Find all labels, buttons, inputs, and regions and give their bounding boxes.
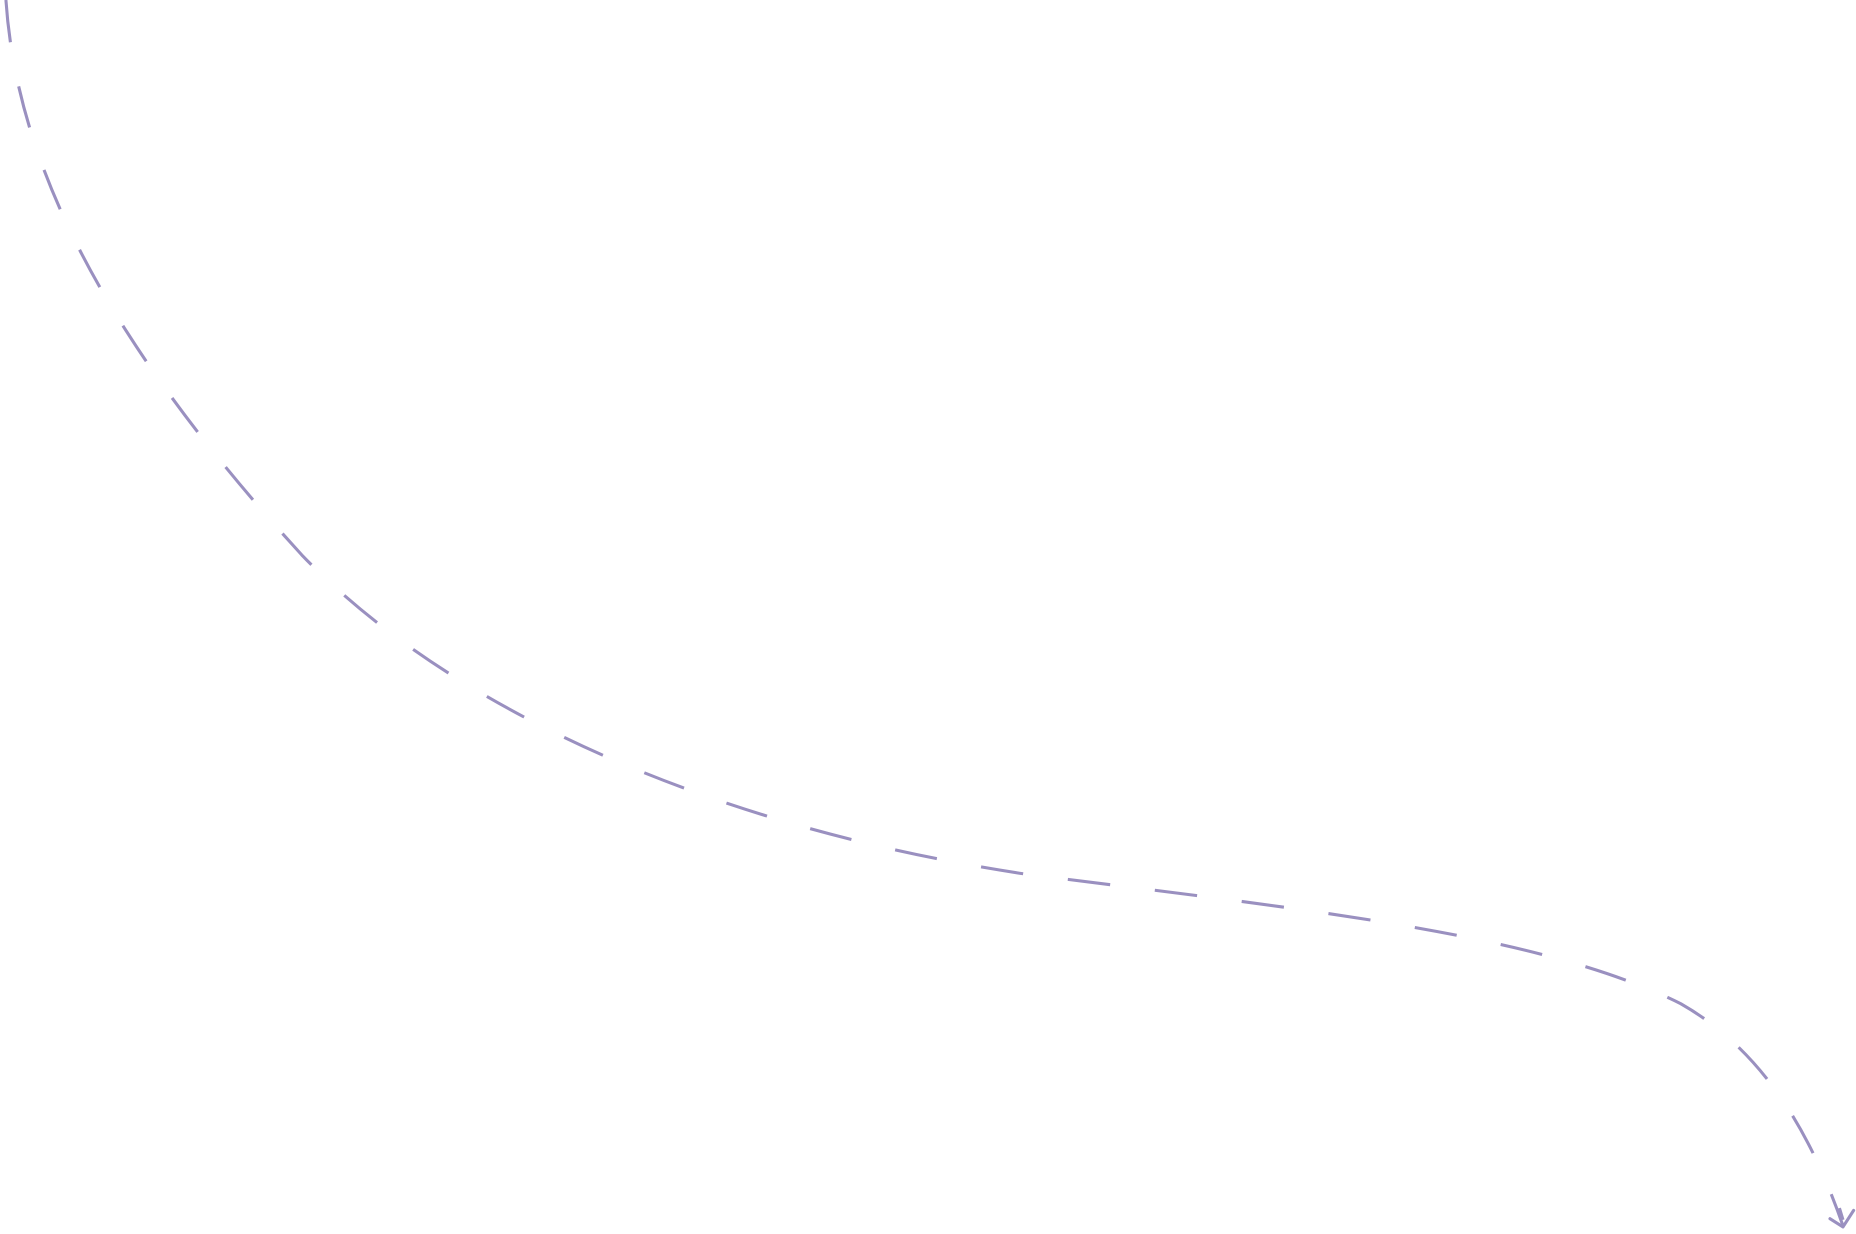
arrow-shaft-tip — [1837, 1207, 1845, 1221]
dashed-connector — [4, 0, 1845, 1227]
arrowhead — [1828, 1208, 1856, 1229]
